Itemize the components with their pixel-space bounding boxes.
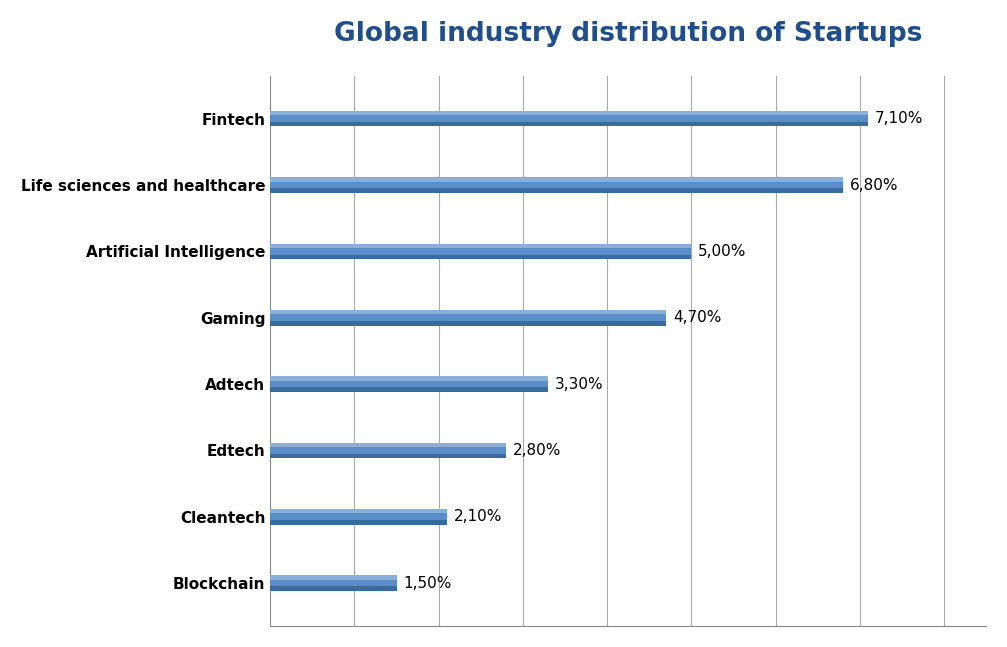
Text: 4,70%: 4,70% xyxy=(673,310,721,325)
Bar xyxy=(270,376,548,380)
Bar xyxy=(270,188,843,193)
Bar xyxy=(270,243,692,248)
Bar xyxy=(270,443,507,458)
Bar xyxy=(270,575,397,591)
Text: 3,30%: 3,30% xyxy=(555,377,603,391)
Bar xyxy=(270,575,397,580)
Bar xyxy=(270,509,447,524)
Text: 7,10%: 7,10% xyxy=(875,111,923,126)
Text: 1,50%: 1,50% xyxy=(403,576,452,591)
Bar xyxy=(270,454,507,458)
Bar xyxy=(270,377,548,391)
Bar xyxy=(270,520,447,525)
Bar xyxy=(270,177,843,182)
Bar xyxy=(270,255,692,259)
Text: 2,10%: 2,10% xyxy=(454,509,502,524)
Bar xyxy=(270,177,843,193)
Bar xyxy=(270,586,397,591)
Text: 5,00%: 5,00% xyxy=(698,244,746,259)
Bar xyxy=(270,244,692,259)
Bar xyxy=(270,310,666,314)
Bar xyxy=(270,310,666,325)
Bar xyxy=(270,321,666,325)
Bar xyxy=(270,388,548,392)
Bar xyxy=(270,111,868,126)
Bar xyxy=(270,122,868,127)
Bar xyxy=(270,443,507,447)
Bar xyxy=(270,509,447,514)
Title: Global industry distribution of Startups: Global industry distribution of Startups xyxy=(334,21,922,47)
Bar xyxy=(270,111,868,115)
Text: 6,80%: 6,80% xyxy=(850,177,898,193)
Text: 2,80%: 2,80% xyxy=(513,443,561,458)
